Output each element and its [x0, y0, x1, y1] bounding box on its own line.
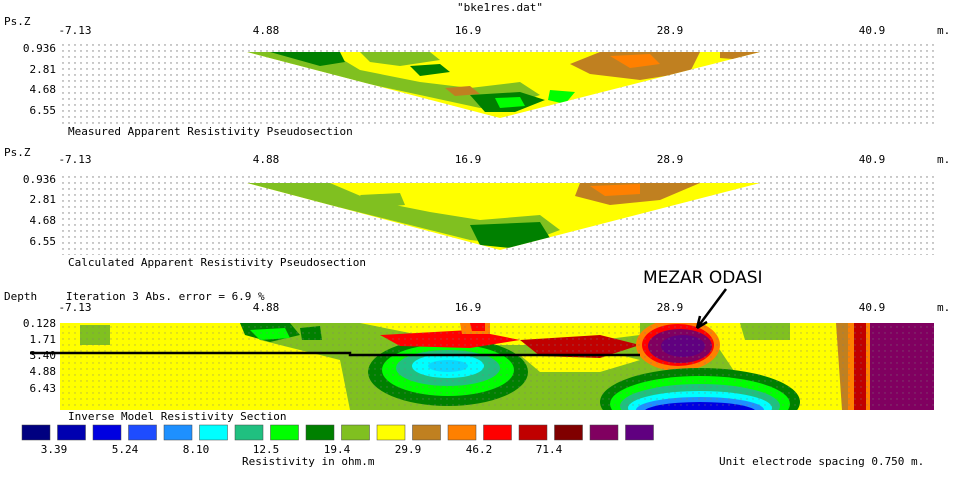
- annotation-arrow: [695, 288, 728, 330]
- legend-swatch: [92, 424, 122, 441]
- legend-swatch: [57, 424, 86, 441]
- panel2-x-tick: 4.88: [253, 153, 280, 166]
- panel2-x-unit: m.: [937, 153, 950, 166]
- panel1-y-tick: 2.81: [30, 63, 57, 76]
- panel1-title: Measured Apparent Resistivity Pseudosect…: [68, 125, 353, 138]
- legend-swatch: [270, 424, 299, 441]
- panel2-y-tick: 2.81: [30, 193, 57, 206]
- legend-swatch: [163, 424, 193, 441]
- panel3-grid: [60, 323, 934, 410]
- panel1-y-tick: 4.68: [30, 83, 57, 96]
- legend-swatch: [199, 424, 228, 441]
- panel2-title: Calculated Apparent Resistivity Pseudose…: [68, 256, 366, 269]
- legend-swatch: [305, 424, 335, 441]
- legend-label: 5.24: [112, 443, 139, 456]
- panel3-x-unit: m.: [937, 301, 950, 314]
- panel2-x-tick: 16.9: [455, 153, 482, 166]
- panel2-y-tick: 6.55: [30, 235, 57, 248]
- panel1-x-tick: -7.13: [58, 24, 91, 37]
- panel2-x-tick: 28.9: [657, 153, 684, 166]
- drawn-horizon-line: [30, 351, 640, 357]
- legend-swatch: [589, 424, 619, 441]
- panel1-x-tick: 16.9: [455, 24, 482, 37]
- panel3-y-tick: 4.88: [30, 365, 57, 378]
- panel1-x-tick: 28.9: [657, 24, 684, 37]
- panel3-x-tick: 4.88: [253, 301, 280, 314]
- color-legend: [21, 424, 654, 441]
- legend-label: 12.5: [253, 443, 280, 456]
- panel1-x-tick: 40.9: [859, 24, 886, 37]
- panel3-y-tick: 0.128: [23, 317, 56, 330]
- legend-label: 46.2: [466, 443, 493, 456]
- legend-swatch: [518, 424, 548, 441]
- legend-label: 29.9: [395, 443, 422, 456]
- panel3-title: Inverse Model Resistivity Section: [68, 410, 287, 423]
- legend-swatch: [483, 424, 512, 441]
- legend-label: 8.10: [183, 443, 210, 456]
- legend-swatch: [412, 424, 441, 441]
- legend-swatch: [376, 424, 406, 441]
- panel3-x-tick: 16.9: [455, 301, 482, 314]
- measured-pseudosection-panel: Ps.Z m. -7.13 4.88 16.9 28.9 40.9 0.936 2.81 4…: [4, 15, 950, 138]
- calculated-pseudosection-panel: Ps.Z m. -7.13 4.88 16.9 28.9 40.9 0.936 2.81 4…: [4, 146, 950, 269]
- panel2-y-tick: 0.936: [23, 173, 56, 186]
- inverse-model-panel: Depth Iteration 3 Abs. error = 6.9 % m. …: [4, 290, 950, 423]
- annotation-text: MEZAR ODASI: [643, 268, 763, 288]
- panel1-x-unit: m.: [937, 24, 950, 37]
- panel3-y-tick: 6.43: [30, 382, 57, 395]
- panel3-y-tick: 1.71: [30, 333, 57, 346]
- panel3-ylabel: Depth: [4, 290, 37, 303]
- panel2-ylabel: Ps.Z: [4, 146, 31, 159]
- file-title: "bke1res.dat": [457, 1, 543, 14]
- panel1-x-tick: 4.88: [253, 24, 280, 37]
- legend-label: 19.4: [324, 443, 351, 456]
- panel3-x-tick: 28.9: [657, 301, 684, 314]
- iteration-text: Iteration 3 Abs. error = 6.9 %: [66, 290, 265, 303]
- panel3-x-tick: 40.9: [859, 301, 886, 314]
- panel1-ylabel: Ps.Z: [4, 15, 31, 28]
- panel3-x-tick: -7.13: [58, 301, 91, 314]
- legend-swatch: [625, 424, 654, 441]
- legend-label: 71.4: [536, 443, 563, 456]
- legend-swatch: [234, 424, 264, 441]
- legend-unit-label: Resistivity in ohm.m: [242, 455, 375, 468]
- panel1-y-tick: 0.936: [23, 42, 56, 55]
- legend-label: 3.39: [41, 443, 68, 456]
- legend-swatch: [341, 424, 370, 441]
- panel2-x-tick: -7.13: [58, 153, 91, 166]
- panel1-y-tick: 6.55: [30, 104, 57, 117]
- panel2-x-tick: 40.9: [859, 153, 886, 166]
- panel3-y-tick: 3.40: [30, 349, 57, 362]
- legend-swatch: [447, 424, 477, 441]
- legend-swatch: [554, 424, 583, 441]
- panel2-y-tick: 4.68: [30, 214, 57, 227]
- legend-swatch: [128, 424, 157, 441]
- legend-swatch: [21, 424, 51, 441]
- electrode-spacing-text: Unit electrode spacing 0.750 m.: [719, 455, 924, 468]
